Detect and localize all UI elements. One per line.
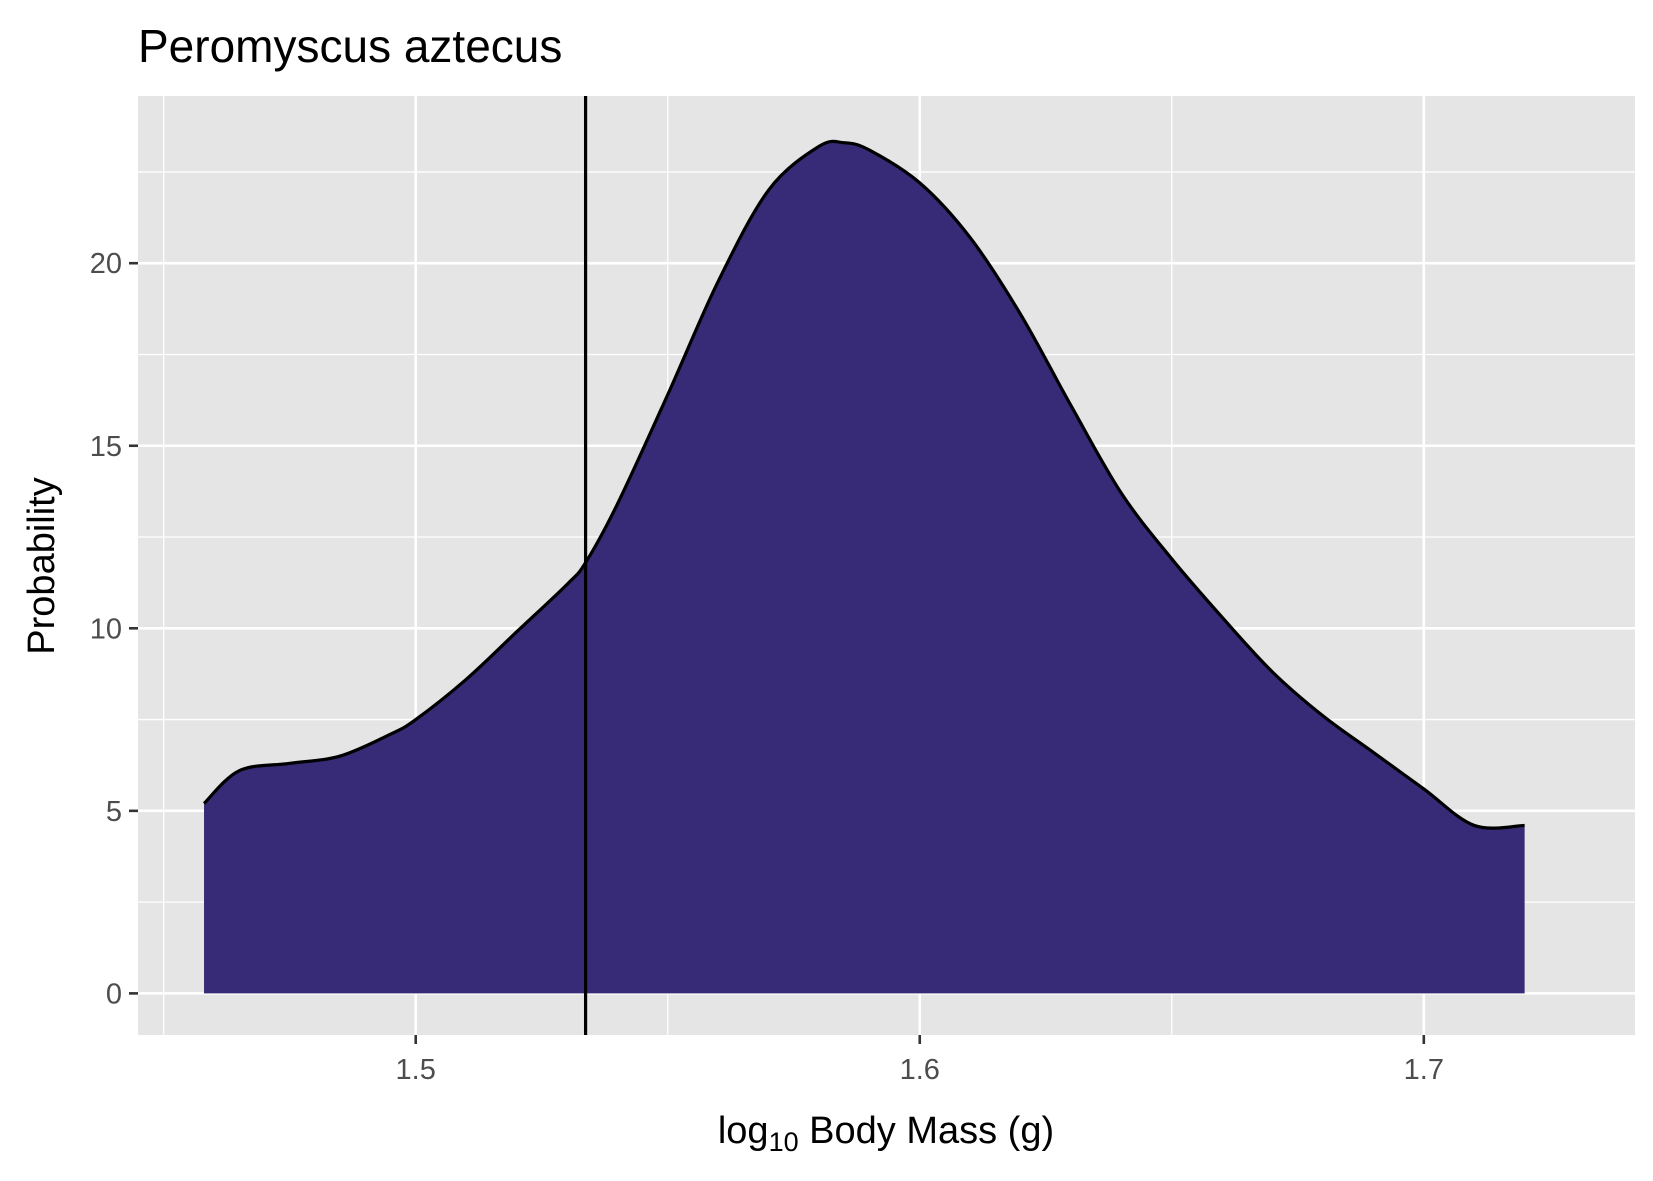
x-axis-ticks: 1.5 1.6 1.7 [396,1035,1444,1086]
y-tick-label: 5 [106,796,122,828]
x-tick-label: 1.6 [900,1054,940,1086]
x-axis-title: log10 Body Mass (g) [718,1110,1054,1157]
density-curve-line [202,139,1525,830]
x-tick-label: 1.7 [1404,1054,1444,1086]
y-axis-ticks: 0 5 10 15 20 [90,248,138,1010]
chart-title: Peromyscus aztecus [138,20,562,72]
y-tick-label: 0 [106,978,122,1010]
y-tick-label: 15 [90,431,122,463]
y-tick-label: 20 [90,248,122,280]
x-axis-title-suffix: Body Mass (g) [799,1110,1055,1152]
y-tick-label: 10 [90,613,122,645]
y-axis-title: Probability [21,477,63,654]
x-axis-title-subscript: 10 [769,1127,799,1157]
density-area [204,141,1525,994]
x-tick-label: 1.5 [396,1054,436,1086]
x-axis-title-prefix: log [718,1110,769,1152]
